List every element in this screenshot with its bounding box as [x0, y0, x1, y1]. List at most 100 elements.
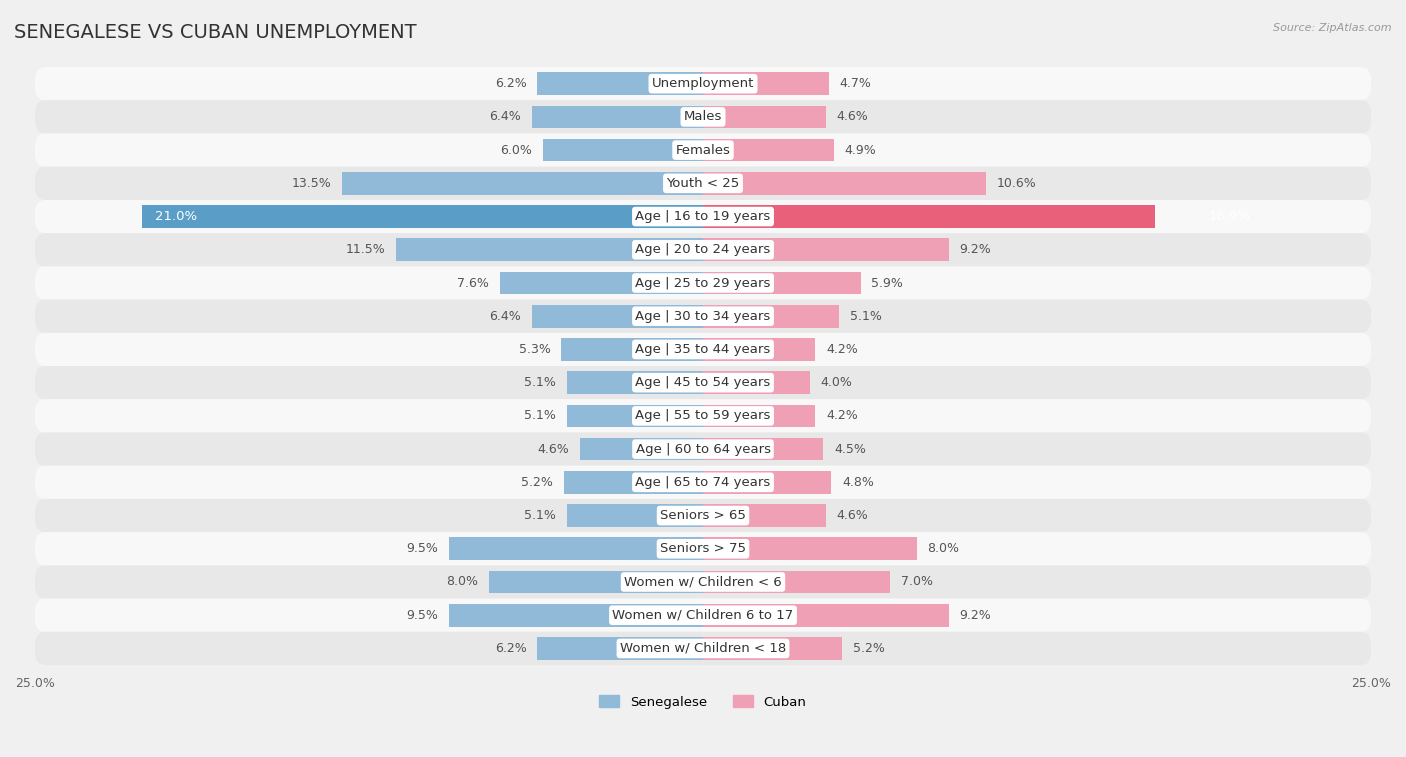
Text: 8.0%: 8.0% [928, 542, 959, 556]
Text: 5.1%: 5.1% [851, 310, 882, 322]
Text: 4.2%: 4.2% [825, 410, 858, 422]
Text: Age | 45 to 54 years: Age | 45 to 54 years [636, 376, 770, 389]
Bar [703, 372, 810, 394]
FancyBboxPatch shape [35, 133, 1371, 167]
Bar [537, 637, 703, 660]
Text: 4.2%: 4.2% [825, 343, 858, 356]
Text: Seniors > 65: Seniors > 65 [659, 509, 747, 522]
FancyBboxPatch shape [35, 599, 1371, 632]
FancyBboxPatch shape [35, 632, 1371, 665]
Bar [449, 604, 703, 627]
Text: SENEGALESE VS CUBAN UNEMPLOYMENT: SENEGALESE VS CUBAN UNEMPLOYMENT [14, 23, 416, 42]
Bar [449, 537, 703, 560]
Bar [501, 272, 703, 294]
Text: Males: Males [683, 111, 723, 123]
Text: Age | 60 to 64 years: Age | 60 to 64 years [636, 443, 770, 456]
Text: Seniors > 75: Seniors > 75 [659, 542, 747, 556]
Bar [703, 471, 831, 494]
Text: Women w/ Children 6 to 17: Women w/ Children 6 to 17 [613, 609, 793, 621]
Text: 6.0%: 6.0% [501, 144, 531, 157]
Text: 13.5%: 13.5% [292, 177, 332, 190]
FancyBboxPatch shape [35, 67, 1371, 100]
Bar [703, 571, 890, 593]
FancyBboxPatch shape [35, 565, 1371, 599]
FancyBboxPatch shape [35, 266, 1371, 300]
Bar [395, 238, 703, 261]
Bar [703, 504, 825, 527]
Text: 5.1%: 5.1% [524, 509, 555, 522]
FancyBboxPatch shape [35, 399, 1371, 432]
Text: 8.0%: 8.0% [447, 575, 478, 588]
Text: 4.9%: 4.9% [845, 144, 876, 157]
Text: Unemployment: Unemployment [652, 77, 754, 90]
Text: 4.0%: 4.0% [821, 376, 852, 389]
Text: Youth < 25: Youth < 25 [666, 177, 740, 190]
Bar [703, 172, 986, 195]
FancyBboxPatch shape [35, 499, 1371, 532]
Bar [567, 372, 703, 394]
FancyBboxPatch shape [35, 333, 1371, 366]
Bar [342, 172, 703, 195]
Text: Age | 16 to 19 years: Age | 16 to 19 years [636, 210, 770, 223]
Bar [703, 139, 834, 161]
Text: 6.4%: 6.4% [489, 111, 522, 123]
Bar [703, 438, 824, 460]
Bar [567, 404, 703, 427]
Bar [142, 205, 703, 228]
Bar [703, 272, 860, 294]
FancyBboxPatch shape [35, 366, 1371, 399]
FancyBboxPatch shape [35, 200, 1371, 233]
Text: Women w/ Children < 6: Women w/ Children < 6 [624, 575, 782, 588]
Bar [703, 73, 828, 95]
Text: 4.6%: 4.6% [837, 111, 869, 123]
Text: 16.9%: 16.9% [1209, 210, 1251, 223]
Text: 5.1%: 5.1% [524, 410, 555, 422]
Text: 6.4%: 6.4% [489, 310, 522, 322]
Text: Age | 20 to 24 years: Age | 20 to 24 years [636, 243, 770, 257]
Text: 5.1%: 5.1% [524, 376, 555, 389]
Text: 9.2%: 9.2% [959, 243, 991, 257]
Bar [489, 571, 703, 593]
Text: 4.5%: 4.5% [834, 443, 866, 456]
Text: 11.5%: 11.5% [346, 243, 385, 257]
Text: Women w/ Children < 18: Women w/ Children < 18 [620, 642, 786, 655]
Text: Age | 30 to 34 years: Age | 30 to 34 years [636, 310, 770, 322]
Text: 5.9%: 5.9% [872, 276, 903, 289]
Text: 10.6%: 10.6% [997, 177, 1036, 190]
Text: 7.6%: 7.6% [457, 276, 489, 289]
FancyBboxPatch shape [35, 532, 1371, 565]
Text: Females: Females [675, 144, 731, 157]
Bar [581, 438, 703, 460]
Text: 4.7%: 4.7% [839, 77, 872, 90]
Text: 7.0%: 7.0% [901, 575, 932, 588]
Bar [567, 504, 703, 527]
FancyBboxPatch shape [35, 300, 1371, 333]
Text: Age | 35 to 44 years: Age | 35 to 44 years [636, 343, 770, 356]
FancyBboxPatch shape [35, 100, 1371, 133]
Bar [543, 139, 703, 161]
Text: 4.6%: 4.6% [837, 509, 869, 522]
Bar [703, 338, 815, 361]
FancyBboxPatch shape [35, 167, 1371, 200]
Text: 4.8%: 4.8% [842, 476, 875, 489]
Text: 9.5%: 9.5% [406, 609, 439, 621]
Text: 6.2%: 6.2% [495, 77, 527, 90]
Text: 4.6%: 4.6% [537, 443, 569, 456]
Bar [703, 105, 825, 128]
Bar [564, 471, 703, 494]
Legend: Senegalese, Cuban: Senegalese, Cuban [595, 690, 811, 714]
Bar [703, 537, 917, 560]
FancyBboxPatch shape [35, 432, 1371, 466]
Text: 6.2%: 6.2% [495, 642, 527, 655]
Bar [703, 238, 949, 261]
Bar [703, 604, 949, 627]
Text: 5.3%: 5.3% [519, 343, 551, 356]
Bar [531, 305, 703, 328]
FancyBboxPatch shape [35, 466, 1371, 499]
Text: Age | 25 to 29 years: Age | 25 to 29 years [636, 276, 770, 289]
Text: 21.0%: 21.0% [155, 210, 197, 223]
FancyBboxPatch shape [35, 233, 1371, 266]
Text: 9.2%: 9.2% [959, 609, 991, 621]
Text: 9.5%: 9.5% [406, 542, 439, 556]
Text: 5.2%: 5.2% [522, 476, 554, 489]
